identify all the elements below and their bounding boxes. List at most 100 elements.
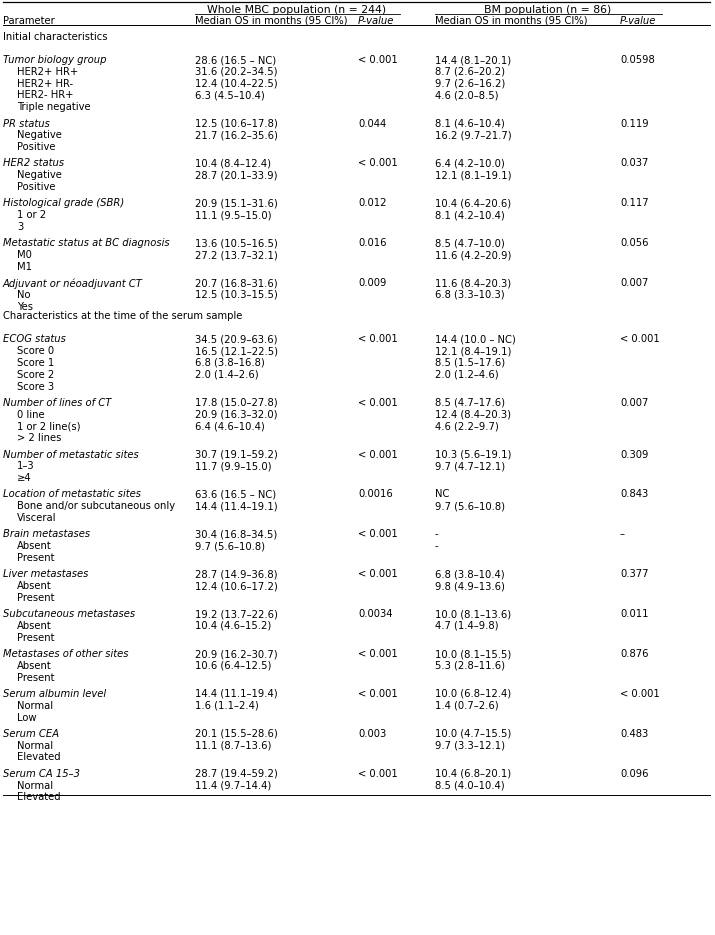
Text: 21.7 (16.2–35.6): 21.7 (16.2–35.6): [195, 130, 278, 140]
Text: 0.037: 0.037: [620, 158, 649, 168]
Text: Present: Present: [17, 593, 54, 603]
Text: 1.4 (0.7–2.6): 1.4 (0.7–2.6): [435, 700, 498, 711]
Text: Adjuvant or néoadjuvant CT: Adjuvant or néoadjuvant CT: [3, 278, 143, 289]
Text: Characteristics at the time of the serum sample: Characteristics at the time of the serum…: [3, 311, 242, 322]
Text: Median OS in months (95 CI%): Median OS in months (95 CI%): [435, 16, 588, 26]
Text: HER2 status: HER2 status: [3, 158, 64, 168]
Text: 0.483: 0.483: [620, 728, 649, 739]
Text: < 0.001: < 0.001: [358, 569, 398, 579]
Text: 12.4 (10.6–17.2): 12.4 (10.6–17.2): [195, 581, 277, 591]
Text: PR status: PR status: [3, 119, 50, 128]
Text: Number of lines of CT: Number of lines of CT: [3, 397, 112, 408]
Text: 9.8 (4.9–13.6): 9.8 (4.9–13.6): [435, 581, 505, 591]
Text: 11.6 (4.2–20.9): 11.6 (4.2–20.9): [435, 250, 511, 260]
Text: Present: Present: [17, 633, 54, 642]
Text: Absent: Absent: [17, 621, 51, 631]
Text: 30.4 (16.8–34.5): 30.4 (16.8–34.5): [195, 529, 277, 539]
Text: < 0.001: < 0.001: [358, 397, 398, 408]
Text: 0.003: 0.003: [358, 728, 386, 739]
Text: Triple negative: Triple negative: [17, 102, 91, 112]
Text: Whole MBC population (n = 244): Whole MBC population (n = 244): [207, 5, 386, 15]
Text: 10.6 (6.4–12.5): 10.6 (6.4–12.5): [195, 661, 272, 670]
Text: Present: Present: [17, 672, 54, 683]
Text: 28.7 (19.4–59.2): 28.7 (19.4–59.2): [195, 769, 277, 779]
Text: < 0.001: < 0.001: [358, 335, 398, 344]
Text: 1.6 (1.1–2.4): 1.6 (1.1–2.4): [195, 700, 259, 711]
Text: < 0.001: < 0.001: [358, 55, 398, 65]
Text: 17.8 (15.0–27.8): 17.8 (15.0–27.8): [195, 397, 277, 408]
Text: Number of metastatic sites: Number of metastatic sites: [3, 450, 139, 459]
Text: 9.7 (2.6–16.2): 9.7 (2.6–16.2): [435, 79, 506, 89]
Text: 0.016: 0.016: [358, 238, 387, 249]
Text: 9.7 (4.7–12.1): 9.7 (4.7–12.1): [435, 461, 505, 471]
Text: 8.1 (4.6–10.4): 8.1 (4.6–10.4): [435, 119, 505, 128]
Text: Metastatic status at BC diagnosis: Metastatic status at BC diagnosis: [3, 238, 169, 249]
Text: Score 3: Score 3: [17, 381, 54, 392]
Text: 0.119: 0.119: [620, 119, 649, 128]
Text: ECOG status: ECOG status: [3, 335, 66, 344]
Text: 31.6 (20.2–34.5): 31.6 (20.2–34.5): [195, 67, 277, 77]
Text: 5.3 (2.8–11.6): 5.3 (2.8–11.6): [435, 661, 505, 670]
Text: 11.1 (9.5–15.0): 11.1 (9.5–15.0): [195, 210, 272, 220]
Text: 10.4 (8.4–12.4): 10.4 (8.4–12.4): [195, 158, 271, 168]
Text: M1: M1: [17, 262, 32, 272]
Text: 0.0598: 0.0598: [620, 55, 655, 65]
Text: Histological grade (SBR): Histological grade (SBR): [3, 198, 124, 209]
Text: Negative: Negative: [17, 170, 62, 180]
Text: 0.044: 0.044: [358, 119, 386, 128]
Text: Low: Low: [17, 712, 36, 723]
Text: No: No: [17, 290, 31, 300]
Text: 0.0034: 0.0034: [358, 609, 393, 619]
Text: HER2- HR+: HER2- HR+: [17, 91, 74, 100]
Text: Positive: Positive: [17, 142, 56, 152]
Text: < 0.001: < 0.001: [358, 769, 398, 779]
Text: Tumor biology group: Tumor biology group: [3, 55, 107, 65]
Text: 0 line: 0 line: [17, 410, 44, 420]
Text: P-value: P-value: [358, 16, 395, 26]
Text: 4.6 (2.2–9.7): 4.6 (2.2–9.7): [435, 422, 499, 431]
Text: Subcutaneous metastases: Subcutaneous metastases: [3, 609, 135, 619]
Text: -: -: [435, 529, 438, 539]
Text: Metastases of other sites: Metastases of other sites: [3, 649, 129, 659]
Text: 0.843: 0.843: [620, 489, 649, 499]
Text: 9.7 (5.6–10.8): 9.7 (5.6–10.8): [195, 541, 265, 551]
Text: 10.0 (8.1–15.5): 10.0 (8.1–15.5): [435, 649, 511, 659]
Text: 14.4 (11.1–19.4): 14.4 (11.1–19.4): [195, 689, 277, 699]
Text: 10.4 (6.8–20.1): 10.4 (6.8–20.1): [435, 769, 511, 779]
Text: 34.5 (20.9–63.6): 34.5 (20.9–63.6): [195, 335, 277, 344]
Text: < 0.001: < 0.001: [620, 689, 660, 699]
Text: 3: 3: [17, 222, 24, 232]
Text: P-value: P-value: [620, 16, 656, 26]
Text: 20.9 (16.3–32.0): 20.9 (16.3–32.0): [195, 410, 277, 420]
Text: 8.5 (4.7–17.6): 8.5 (4.7–17.6): [435, 397, 505, 408]
Text: Visceral: Visceral: [17, 513, 56, 523]
Text: 6.8 (3.8–16.8): 6.8 (3.8–16.8): [195, 358, 265, 367]
Text: 2.0 (1.2–4.6): 2.0 (1.2–4.6): [435, 369, 498, 380]
Text: 1 or 2 line(s): 1 or 2 line(s): [17, 422, 81, 431]
Text: 28.6 (16.5 – NC): 28.6 (16.5 – NC): [195, 55, 276, 65]
Text: 6.3 (4.5–10.4): 6.3 (4.5–10.4): [195, 91, 265, 100]
Text: 6.8 (3.3–10.3): 6.8 (3.3–10.3): [435, 290, 505, 300]
Text: Positive: Positive: [17, 182, 56, 192]
Text: 4.6 (2.0–8.5): 4.6 (2.0–8.5): [435, 91, 498, 100]
Text: 14.4 (11.4–19.1): 14.4 (11.4–19.1): [195, 501, 277, 511]
Text: Location of metastatic sites: Location of metastatic sites: [3, 489, 141, 499]
Text: 27.2 (13.7–32.1): 27.2 (13.7–32.1): [195, 250, 277, 260]
Text: ≥4: ≥4: [17, 473, 31, 483]
Text: BM population (n = 86): BM population (n = 86): [484, 5, 611, 15]
Text: < 0.001: < 0.001: [358, 689, 398, 699]
Text: 12.4 (10.4–22.5): 12.4 (10.4–22.5): [195, 79, 277, 89]
Text: 10.3 (5.6–19.1): 10.3 (5.6–19.1): [435, 450, 511, 459]
Text: Normal: Normal: [17, 781, 53, 790]
Text: 4.7 (1.4–9.8): 4.7 (1.4–9.8): [435, 621, 498, 631]
Text: 6.4 (4.2–10.0): 6.4 (4.2–10.0): [435, 158, 505, 168]
Text: 12.5 (10.3–15.5): 12.5 (10.3–15.5): [195, 290, 277, 300]
Text: 8.7 (2.6–20.2): 8.7 (2.6–20.2): [435, 67, 505, 77]
Text: 12.4 (8.4–20.3): 12.4 (8.4–20.3): [435, 410, 511, 420]
Text: 20.7 (16.8–31.6): 20.7 (16.8–31.6): [195, 278, 277, 288]
Text: HER2+ HR+: HER2+ HR+: [17, 67, 78, 77]
Text: Serum CA 15–3: Serum CA 15–3: [3, 769, 80, 779]
Text: 6.8 (3.8–10.4): 6.8 (3.8–10.4): [435, 569, 505, 579]
Text: 9.7 (5.6–10.8): 9.7 (5.6–10.8): [435, 501, 505, 511]
Text: 11.1 (8.7–13.6): 11.1 (8.7–13.6): [195, 741, 272, 751]
